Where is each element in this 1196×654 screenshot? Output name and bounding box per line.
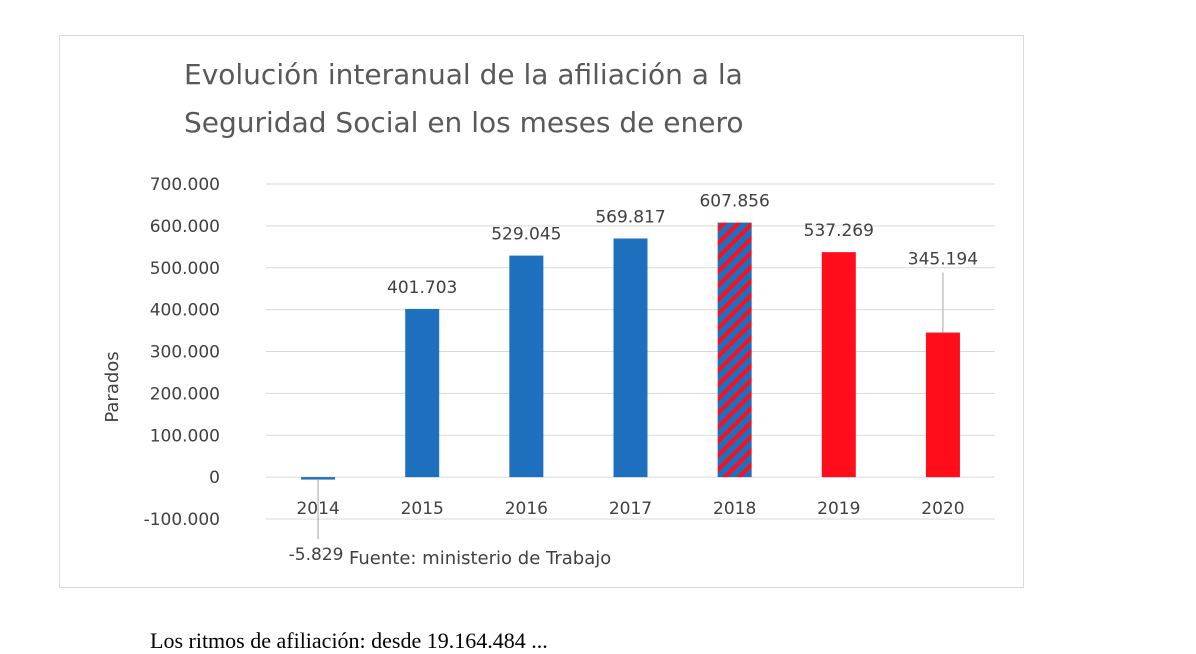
y-tick-label: -100.000 xyxy=(144,510,220,530)
data-label-2020: 345.194 xyxy=(908,250,978,270)
y-tick-label: 300.000 xyxy=(150,343,220,363)
bar-2016 xyxy=(509,255,544,478)
y-tick-label: 0 xyxy=(209,468,220,488)
data-labels: -5.829 401.703 529.045 569.817 607.856 537.26… xyxy=(289,192,978,566)
chart-title-line-2: Seguridad Social en los meses de enero xyxy=(184,106,744,139)
x-tick-labels: 2014 2015 2016 2017 2018 2019 2020 xyxy=(296,499,964,519)
data-label-2014: -5.829 xyxy=(289,545,344,565)
x-tick-label: 2016 xyxy=(505,499,548,519)
bar-2020 xyxy=(925,332,960,478)
y-tick-label: 400.000 xyxy=(150,301,220,321)
x-tick-label: 2020 xyxy=(921,499,964,519)
chart-title-line-1: Evolución interanual de la afiliación a … xyxy=(184,58,743,91)
data-label-2018: 607.856 xyxy=(699,192,769,212)
bar-chart: Evolución interanual de la afiliación a … xyxy=(102,58,995,569)
y-tick-label: 600.000 xyxy=(150,217,220,237)
chart-frame: Evolución interanual de la afiliación a … xyxy=(59,35,1024,588)
y-tick-label: 500.000 xyxy=(150,259,220,279)
y-tick-label: 200.000 xyxy=(150,384,220,404)
bar-2018 xyxy=(717,222,752,478)
bar-2019 xyxy=(821,252,856,478)
y-tick-labels: -100.000 0 100.000 200.000 300.000 400.000 500… xyxy=(144,175,220,530)
data-label-2015: 401.703 xyxy=(387,278,457,298)
y-axis-title: Parados xyxy=(102,351,123,422)
bar-2017 xyxy=(613,238,648,478)
source-annotation: Fuente: ministerio de Trabajo xyxy=(349,548,611,569)
bar-2015 xyxy=(405,308,440,478)
data-label-2019: 537.269 xyxy=(804,221,874,241)
x-tick-label: 2017 xyxy=(609,499,652,519)
y-tick-label: 100.000 xyxy=(150,426,220,446)
bars xyxy=(301,222,960,480)
y-tick-label: 700.000 xyxy=(150,175,220,195)
x-tick-label: 2015 xyxy=(401,499,444,519)
data-label-2017: 569.817 xyxy=(595,208,665,228)
x-tick-label: 2018 xyxy=(713,499,756,519)
x-tick-label: 2019 xyxy=(817,499,860,519)
data-label-2016: 529.045 xyxy=(491,225,561,245)
body-text-cut-off: Los ritmos de afiliación: desde 19.164.4… xyxy=(150,628,548,653)
x-tick-label: 2014 xyxy=(296,499,339,519)
bar-2014 xyxy=(301,477,336,480)
